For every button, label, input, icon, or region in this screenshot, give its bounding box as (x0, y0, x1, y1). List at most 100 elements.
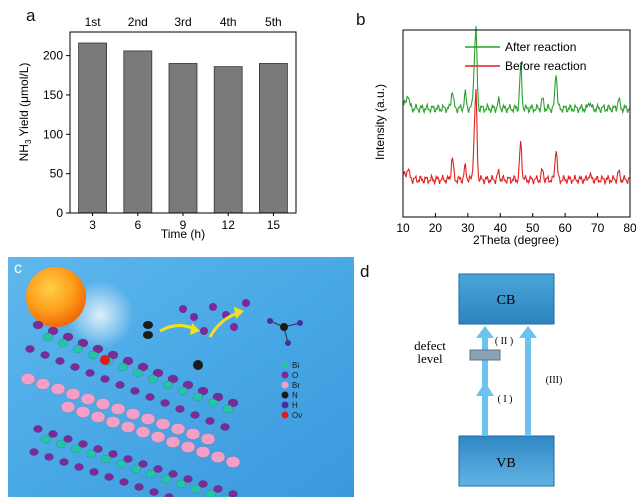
br-atom (150, 431, 166, 443)
bi-atom (190, 484, 202, 494)
br-atom (170, 423, 186, 435)
arrow-shaft-right (525, 336, 531, 436)
o-atom (63, 435, 73, 443)
br-atom (195, 446, 211, 458)
series-line-0 (402, 26, 631, 115)
o-atom (85, 369, 95, 377)
legend-swatch-Bi (281, 361, 289, 369)
y-tick-label-0: 0 (56, 206, 63, 220)
floating-atom (209, 303, 217, 311)
defect-label-line1: defect (414, 338, 446, 353)
legend-swatch-H (281, 401, 289, 409)
o-atom (92, 344, 104, 354)
cb-box (458, 273, 555, 325)
o-atom (153, 465, 163, 473)
bi-atom (160, 474, 172, 484)
x-tick-label-20: 20 (429, 221, 443, 235)
panel-letter-d: d (360, 262, 370, 281)
panel-letter-a: a (26, 6, 36, 25)
o-atom (212, 392, 224, 402)
x-tick-label-9: 9 (180, 218, 187, 232)
b-ylabel: Intensity (a.u.) (373, 84, 387, 160)
arrowhead-icon-2 (234, 307, 244, 319)
bi-atom (42, 332, 54, 342)
arrowhead-left-upper (476, 326, 494, 338)
b-xlabel: 2Theta (degree) (473, 233, 559, 247)
x-tick-label-50: 50 (526, 221, 540, 235)
floating-atom (242, 299, 250, 307)
chart-a: 3 1st 6 2nd 9 3rd 12 4th 15 5th 0 50 100 150 200 NH3 Y… (17, 15, 297, 241)
floating-atom (179, 305, 187, 313)
bar-15 (258, 63, 288, 214)
arrowhead-icon (190, 323, 200, 335)
o-atom (119, 478, 129, 486)
panel-letter-b: b (356, 10, 366, 29)
bi-atom (162, 380, 174, 390)
o-atom (182, 380, 194, 390)
arrowhead-right (519, 326, 537, 338)
arrow-icon-2 (208, 311, 239, 338)
o-atom (62, 332, 74, 342)
bi-atom (57, 338, 69, 348)
x-tick-label-6: 6 (134, 218, 141, 232)
run-label-5th: 5th (265, 15, 282, 29)
defect-level-bar (469, 349, 501, 361)
br-atom (80, 393, 96, 405)
o-atom (100, 375, 110, 383)
bi-atom (100, 454, 112, 464)
n-atom (143, 321, 153, 329)
legend-label-N: N (292, 391, 298, 400)
y-tick-label-150: 150 (43, 88, 63, 102)
o-atom (93, 445, 103, 453)
bi-atom (192, 392, 204, 402)
bi-atom (70, 444, 82, 454)
br-atom (125, 408, 141, 420)
x-tick-label-80: 80 (623, 221, 636, 235)
o-atom (205, 417, 215, 425)
oxygen-vacancy (100, 355, 110, 365)
x-tick-label-15: 15 (267, 218, 281, 232)
ammonia-h (285, 340, 291, 346)
o-atom (220, 423, 230, 431)
o-atom (197, 386, 209, 396)
step-3-label: (III) (546, 375, 563, 386)
plot-frame-b (402, 29, 631, 218)
o-atom (78, 440, 88, 448)
o-atom (138, 460, 148, 468)
gas-molecules (143, 299, 303, 346)
o-atom (47, 326, 59, 336)
vb-label: VB (496, 456, 515, 471)
legend-swatch-O (281, 371, 289, 379)
ammonia-n (280, 323, 288, 331)
bar-12 (213, 66, 243, 214)
legend-label-Ov: Ov (292, 411, 302, 420)
o-atom (149, 488, 159, 496)
bi-atom (205, 489, 217, 497)
o-atom (130, 387, 140, 395)
br-atom (120, 421, 136, 433)
bi-atom (40, 434, 52, 444)
run-label-3rd: 3rd (174, 15, 191, 29)
bi-atom (115, 459, 127, 469)
a-xlabel: Time (h) (161, 227, 205, 241)
defect-label-line2: level (417, 351, 443, 366)
bi-atom (130, 464, 142, 474)
br-atom (50, 383, 66, 395)
bi-atom (207, 398, 219, 408)
y-tick-label-200: 200 (43, 49, 63, 63)
x-tick-label-10: 10 (396, 221, 410, 235)
o-atom (228, 490, 238, 497)
legend-label-Br: Br (292, 381, 300, 390)
x-tick-label-60: 60 (558, 221, 572, 235)
legend-label-H: H (292, 401, 298, 410)
bar-6 (123, 50, 153, 214)
step-2-label: ( II ) (495, 336, 513, 347)
a-ylabel-main: NH3 Yield (μmol/L) (17, 63, 33, 162)
br-atom (90, 411, 106, 423)
o-atom (198, 480, 208, 488)
arrowhead-left-lower (476, 382, 494, 396)
bi-atom (117, 362, 129, 372)
o-atom (168, 470, 178, 478)
